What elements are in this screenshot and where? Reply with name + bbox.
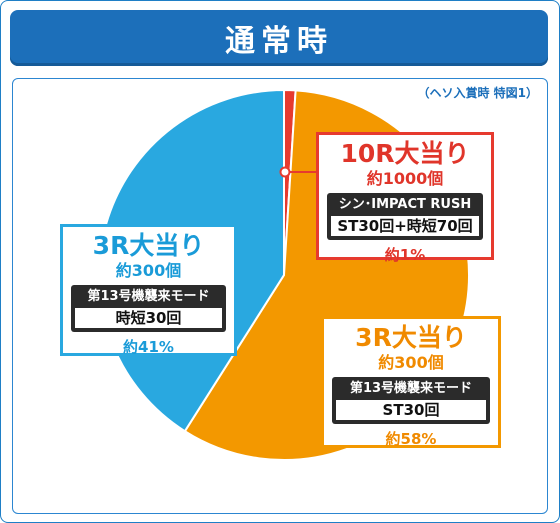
callout-10r-percent: 約1% xyxy=(384,246,426,264)
callout-3r-left-mode-box: 第13号機襲来モード 時短30回 xyxy=(71,285,226,332)
callout-3r-right-title: 3R大当り xyxy=(355,323,467,352)
callout-3r-left-percent: 約41% xyxy=(123,338,174,356)
callout-3r-left-title: 3R大当り xyxy=(92,231,205,260)
callout-3r-left: 3R大当り 約300個 第13号機襲来モード 時短30回 約41% xyxy=(60,224,237,356)
callout-3r-left-balls: 約300個 xyxy=(115,261,182,280)
source-note: （ヘソ入賞時 特図1） xyxy=(417,86,538,100)
callout-3r-right-detail: ST30回 xyxy=(336,400,486,420)
callout-anchor-dot xyxy=(279,166,291,178)
page-title: 通常時 xyxy=(10,10,548,66)
callout-10r-detail: ST30回+時短70回 xyxy=(331,216,479,236)
callout-10r-title: 10R大当り xyxy=(340,139,470,168)
callout-3r-right-mode-box: 第13号機襲来モード ST30回 xyxy=(332,377,490,424)
callout-3r-right: 3R大当り 約300個 第13号機襲来モード ST30回 約58% xyxy=(321,316,501,448)
callout-10r-mode-box: シン･IMPACT RUSH ST30回+時短70回 xyxy=(327,193,483,240)
callout-10r-balls: 約1000個 xyxy=(366,169,444,188)
callout-3r-left-detail: 時短30回 xyxy=(75,308,222,328)
callout-3r-right-balls: 約300個 xyxy=(378,353,444,372)
callout-3r-right-percent: 約58% xyxy=(385,430,437,448)
callout-10r: 10R大当り 約1000個 シン･IMPACT RUSH ST30回+時短70回… xyxy=(316,132,494,264)
callout-10r-mode: シン･IMPACT RUSH xyxy=(338,197,472,212)
callout-3r-right-mode: 第13号機襲来モード xyxy=(349,381,473,396)
callout-3r-left-mode: 第13号機襲来モード xyxy=(87,289,210,304)
